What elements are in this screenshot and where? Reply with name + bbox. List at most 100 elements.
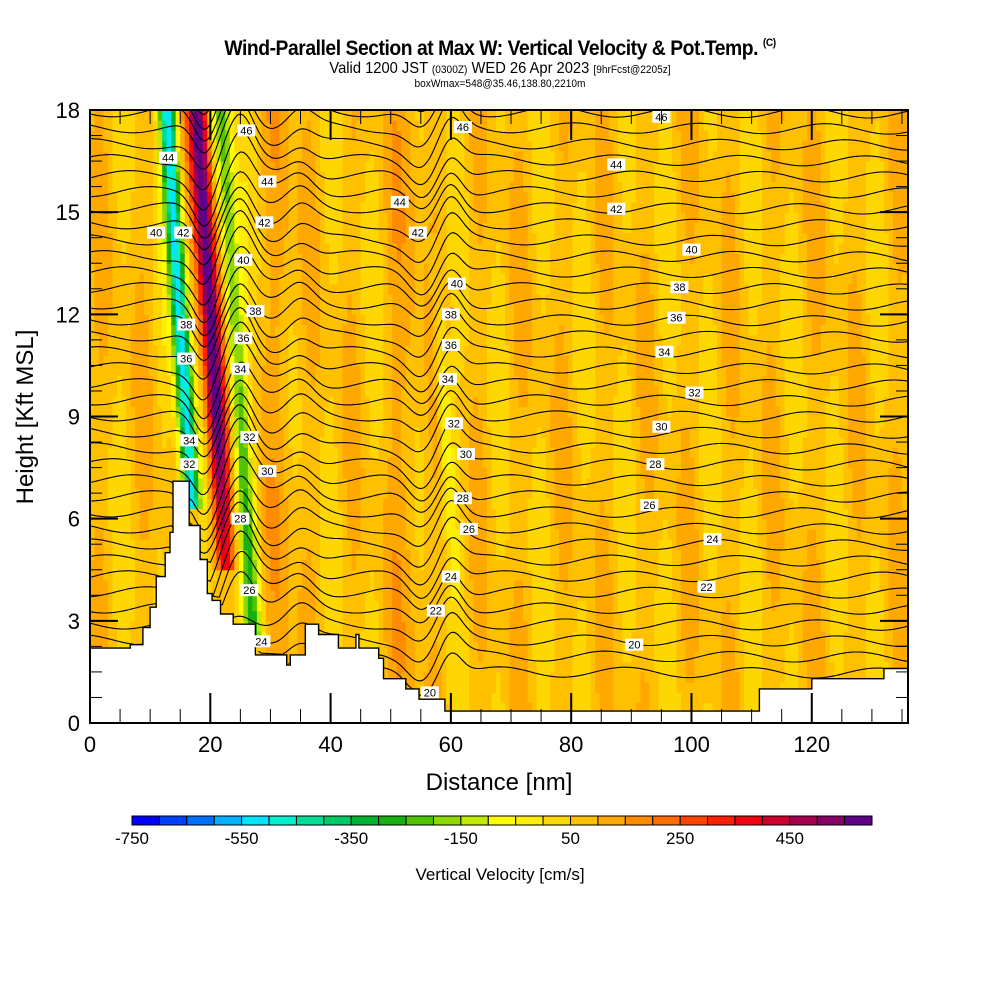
contour-label-text: 38 xyxy=(180,320,192,332)
theta-contours xyxy=(90,110,908,697)
colorbar-tick-label: -550 xyxy=(225,829,259,848)
contour-label: 40 xyxy=(234,253,253,267)
contour-label: 28 xyxy=(453,492,472,505)
contour-label: 42 xyxy=(607,202,626,216)
contour-label-text: 28 xyxy=(457,493,469,505)
contour-label: 40 xyxy=(147,226,166,240)
contour-label-text: 24 xyxy=(706,534,718,546)
contour-label: 40 xyxy=(447,277,466,291)
x-tick-label: 120 xyxy=(793,732,830,757)
contour-label: 32 xyxy=(240,430,259,444)
contour-label-text: 20 xyxy=(628,640,640,652)
theta-contour xyxy=(90,530,908,599)
contour-label-text: 36 xyxy=(445,340,457,352)
colorbar-segment xyxy=(624,815,654,826)
valid-time-line: Valid 1200 JST (0300Z) WED 26 Apr 2023 [… xyxy=(40,60,960,78)
contour-label: 34 xyxy=(655,345,674,359)
contour-label-box xyxy=(231,362,250,375)
colorbar-tick-label: -750 xyxy=(115,829,149,848)
contour-label: 24 xyxy=(252,635,271,648)
theta-contour xyxy=(90,225,908,306)
x-tick-label: 40 xyxy=(318,732,342,757)
x-tick-label: 60 xyxy=(439,732,463,757)
theta-contour xyxy=(90,475,908,543)
contour-label: 34 xyxy=(231,362,250,376)
theta-contour xyxy=(90,198,908,266)
contour-label-box xyxy=(159,151,178,164)
theta-contour xyxy=(90,110,908,142)
colorbar-segment xyxy=(679,815,709,826)
x-tick-label: 80 xyxy=(559,732,583,757)
contour-label-text: 40 xyxy=(150,228,162,240)
contour-label-box xyxy=(174,226,193,239)
contour-label: 38 xyxy=(177,318,196,332)
contour-label: 26 xyxy=(459,522,478,536)
contour-label-text: 38 xyxy=(249,306,261,318)
x-tick-label: 20 xyxy=(198,732,222,757)
x-tick-labels: 0 20 40 60 80 100 120 xyxy=(84,732,830,757)
y-tick-labels: 0 3 6 9 12 15 18 xyxy=(56,98,80,736)
box-wmax-info: boxWmax=548@35.46,138.80,2210m xyxy=(414,78,586,90)
theta-contour xyxy=(90,246,908,324)
contour-label: 38 xyxy=(441,308,460,321)
theta-contour xyxy=(90,295,908,362)
theta-contour xyxy=(258,631,908,682)
colorbar-tick-label: 450 xyxy=(776,829,804,848)
colorbar-segment xyxy=(432,815,462,826)
theta-contour xyxy=(90,321,908,401)
theta-contour xyxy=(90,550,908,611)
contour-label: 44 xyxy=(390,195,409,209)
colorbar-segment xyxy=(515,815,544,826)
contour-label-text: 32 xyxy=(243,432,255,444)
contour-label-text: 36 xyxy=(237,333,249,345)
contour-label-text: 36 xyxy=(180,354,192,366)
terrain-profile xyxy=(90,480,908,723)
colorbar-tick-labels: -750 -550 -350 -150 50 250 450 xyxy=(115,829,804,848)
colorbar-segment xyxy=(323,815,352,826)
colorbar-segment xyxy=(186,815,215,826)
contour-label-box xyxy=(258,464,277,477)
contour-label-box xyxy=(177,318,196,331)
theta-contour xyxy=(90,306,908,380)
theta-contour xyxy=(90,113,908,191)
colorbar-segment xyxy=(487,815,517,826)
theta-contour xyxy=(90,392,908,458)
theta-contour xyxy=(90,209,908,285)
colorbar-segment xyxy=(542,815,572,826)
colorbar-segment xyxy=(350,815,380,826)
contour-label-text: 40 xyxy=(451,279,463,291)
contour-label-text: 34 xyxy=(658,347,670,359)
title-main: Wind-Parallel Section at Max W: Vertical… xyxy=(224,37,759,60)
colorbar-segment xyxy=(789,815,818,826)
colorbar-tick-label: -150 xyxy=(444,829,478,848)
utc-time: (0300Z) xyxy=(431,64,468,76)
contour-label-text: 42 xyxy=(177,228,189,240)
contour-label: 40 xyxy=(682,243,701,257)
colorbar-segment xyxy=(295,815,325,826)
contour-label-text: 46 xyxy=(457,122,469,134)
contour-label: 42 xyxy=(255,216,274,229)
contour-label-box xyxy=(231,512,250,525)
contour-label-box xyxy=(255,216,274,229)
contour-label: 34 xyxy=(438,373,457,386)
y-tick-label: 6 xyxy=(68,507,80,532)
contour-label: 32 xyxy=(180,458,199,471)
colorbar-segment xyxy=(597,815,626,826)
contour-label-text: 20 xyxy=(424,687,436,699)
contour-label-box xyxy=(408,226,427,239)
contour-label: 42 xyxy=(174,226,193,240)
colorbar-segment xyxy=(734,815,763,826)
theta-contour xyxy=(90,283,908,348)
contour-label-text: 26 xyxy=(643,500,655,512)
contour-label-box xyxy=(456,447,475,460)
contour-label-box xyxy=(246,304,265,317)
colorbar-segment xyxy=(158,815,188,826)
colorbar-segment xyxy=(213,815,243,826)
contour-label-text: 30 xyxy=(460,449,472,461)
contour-label-box xyxy=(234,253,253,266)
contour-label-box xyxy=(252,635,271,648)
contour-label-box xyxy=(147,226,166,239)
contour-label-text: 42 xyxy=(412,228,424,240)
contour-label: 44 xyxy=(258,175,277,189)
